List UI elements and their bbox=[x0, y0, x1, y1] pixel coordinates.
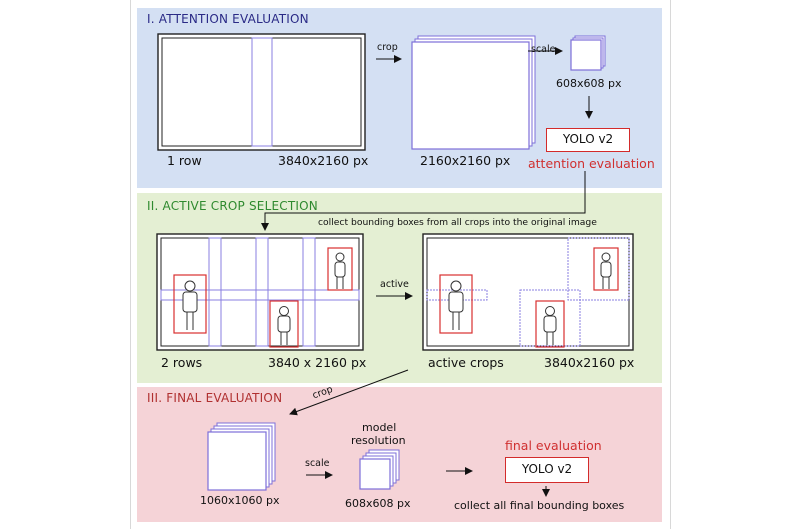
scale-label-final: scale bbox=[305, 458, 330, 469]
crop-1060-label: 1060x1060 px bbox=[200, 494, 280, 507]
input-frame-2rows bbox=[156, 233, 364, 351]
scaled-size-label: 608x608 px bbox=[556, 77, 622, 90]
active-crop-title: II. ACTIVE CROP SELECTION bbox=[147, 199, 318, 213]
attention-title: I. ATTENTION EVALUATION bbox=[147, 12, 309, 26]
active-label: active bbox=[380, 279, 409, 290]
two-rows-size-label: 3840 x 2160 px bbox=[268, 355, 367, 370]
attention-stage-label: attention evaluation bbox=[528, 156, 655, 171]
collect-final-note: collect all final bounding boxes bbox=[454, 499, 625, 512]
collect-note: collect bounding boxes from all crops in… bbox=[318, 217, 597, 228]
model-res-line2: resolution bbox=[351, 434, 406, 447]
detection-box bbox=[535, 300, 565, 348]
scale-label: scale bbox=[531, 44, 556, 55]
crop-stack-1060 bbox=[207, 422, 276, 491]
input-rows-label: 1 row bbox=[167, 153, 202, 168]
detection-box bbox=[439, 274, 473, 334]
crop-label: crop bbox=[377, 42, 398, 53]
detection-box bbox=[593, 247, 619, 291]
input-frame-1row bbox=[157, 33, 366, 151]
scaled-stack-608-final bbox=[359, 449, 400, 490]
two-rows-label: 2 rows bbox=[161, 355, 203, 370]
active-crops-size-label: 3840x2160 px bbox=[544, 355, 635, 370]
scaled-608-final-label: 608x608 px bbox=[345, 497, 411, 510]
detection-box bbox=[327, 247, 353, 291]
figure-frame bbox=[130, 0, 671, 529]
final-title: III. FINAL EVALUATION bbox=[147, 391, 283, 405]
crop-size-label: 2160x2160 px bbox=[420, 153, 511, 168]
detection-box bbox=[173, 274, 207, 334]
detection-box bbox=[269, 300, 299, 348]
input-size-label: 3840x2160 px bbox=[278, 153, 369, 168]
final-stage-label: final evaluation bbox=[505, 438, 602, 453]
yolo-v2-box-final: YOLO v2 bbox=[505, 457, 589, 483]
active-crops-label: active crops bbox=[428, 355, 504, 370]
yolo-v2-box: YOLO v2 bbox=[546, 128, 630, 152]
scaled-stack-608 bbox=[570, 35, 606, 71]
model-res-line1: model bbox=[362, 421, 397, 434]
crop-stack-2160 bbox=[411, 35, 536, 150]
collect-arrow bbox=[261, 171, 586, 231]
crop-arrow-3 bbox=[289, 369, 409, 416]
